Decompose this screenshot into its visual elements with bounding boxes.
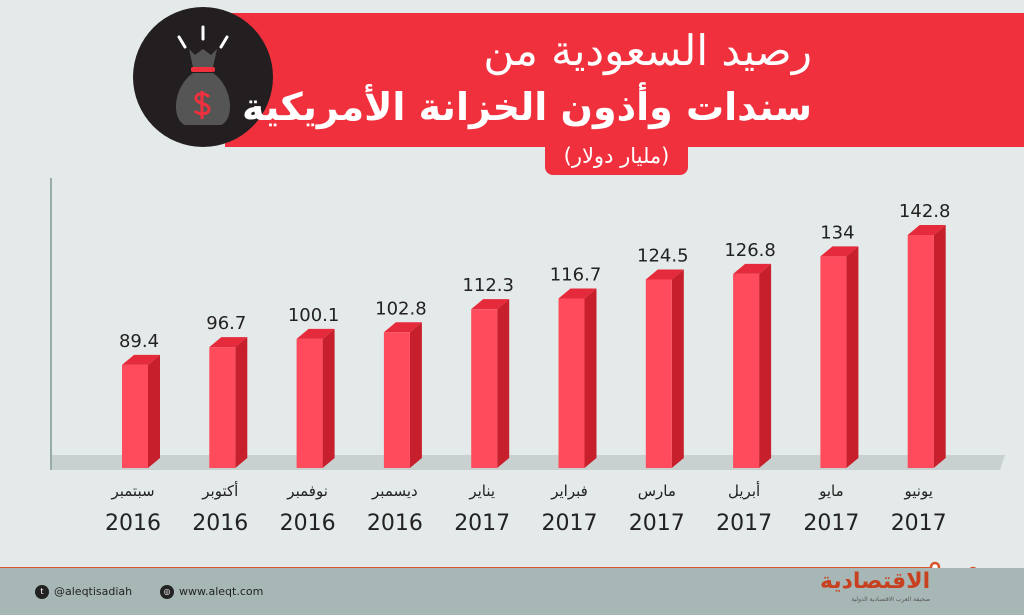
value-label: 102.8 [375, 298, 427, 319]
value-label: 112.3 [462, 275, 514, 296]
x-tick-month: أكتوبر [201, 481, 238, 500]
x-tick-year: 2017 [716, 511, 772, 536]
website-link[interactable]: ◎ www.aleqt.com [160, 585, 263, 599]
bar [296, 338, 323, 468]
bar-top [558, 288, 597, 299]
bar-side [584, 288, 597, 468]
bar-side [497, 299, 510, 468]
x-tick-year: 2017 [891, 511, 947, 536]
x-tick-month: سبتمبر [110, 482, 154, 500]
bar-top [296, 328, 335, 339]
title-line-1: رصيد السعودية من [483, 26, 812, 75]
value-label: 134 [820, 222, 854, 243]
globe-icon: ◎ [160, 585, 174, 599]
bar [907, 235, 934, 468]
bar-side [846, 246, 859, 468]
website-text: www.aleqt.com [179, 585, 264, 598]
x-tick-month: فبراير [550, 482, 588, 500]
bar-top [209, 337, 248, 348]
x-tick-year: 2016 [105, 511, 161, 536]
x-tick-year: 2017 [803, 511, 859, 536]
bar-top [383, 322, 422, 333]
bar [820, 256, 847, 468]
x-tick-year: 2016 [280, 511, 336, 536]
x-tick-month: مايو [818, 482, 844, 500]
x-tick-year: 2017 [454, 511, 510, 536]
bar [383, 332, 410, 468]
money-bag-icon [133, 7, 273, 147]
bar-side [322, 328, 335, 468]
logo-subtitle: صحيفة العرب الاقتصادية الدولية [851, 596, 931, 603]
bar-side [148, 354, 160, 468]
logo-text: الاقتصادية [820, 569, 931, 594]
x-tick-year: 2016 [367, 511, 423, 536]
bar-top [471, 299, 510, 310]
bar-side [409, 322, 422, 468]
bar [733, 273, 760, 468]
twitter-text: @aleqtisadiah [54, 585, 133, 598]
bar-top [645, 269, 684, 280]
value-label: 142.8 [899, 201, 951, 222]
bar [471, 309, 498, 468]
twitter-icon: t [35, 585, 49, 599]
bar [122, 364, 148, 468]
logo: الاقتصادية صحيفة العرب الاقتصادية الدولية [820, 569, 930, 604]
twitter-handle[interactable]: t @aleqtisadiah [35, 585, 132, 599]
bar-top [820, 246, 859, 257]
x-tick-month: أبريل [728, 481, 760, 500]
bar [645, 279, 672, 468]
bar-side [759, 263, 772, 468]
bar-top [733, 263, 772, 274]
title-line-2: سندات وأذون الخزانة الأمريكية [242, 85, 812, 129]
unit-label: (مليار دولار) [545, 140, 688, 175]
value-label: 116.7 [550, 264, 602, 285]
bar-side [933, 225, 946, 468]
bar-top [122, 354, 160, 365]
x-tick-month: ديسمبر [371, 482, 418, 500]
title-banner [225, 13, 1024, 147]
value-label: 89.4 [119, 331, 159, 352]
chart-floor [50, 455, 1005, 470]
bar [558, 298, 585, 468]
value-label: 96.7 [206, 313, 246, 334]
value-label: 124.5 [637, 246, 689, 267]
x-tick-month: مارس [638, 482, 676, 500]
value-label: 126.8 [724, 240, 776, 261]
x-tick-year: 2017 [629, 511, 685, 536]
bar-side [671, 269, 684, 468]
bar [209, 347, 236, 468]
value-label: 100.1 [288, 305, 340, 326]
bar-top [907, 225, 946, 235]
x-tick-year: 2016 [192, 511, 248, 536]
x-tick-month: يونيو [904, 482, 933, 500]
x-tick-month: نوفمبر [286, 482, 328, 500]
bar-side [235, 337, 248, 468]
x-tick-year: 2017 [542, 511, 598, 536]
x-tick-month: يناير [468, 482, 495, 500]
